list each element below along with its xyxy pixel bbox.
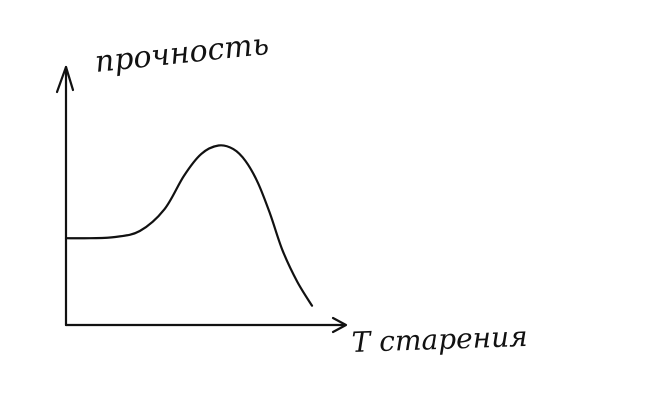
y-axis-label: прочность xyxy=(93,27,270,80)
series-line xyxy=(64,144,314,307)
x-axis-arrow-icon xyxy=(331,316,348,334)
y-axis-arrow-icon xyxy=(55,65,75,94)
x-axis-label: T старения xyxy=(351,320,528,359)
